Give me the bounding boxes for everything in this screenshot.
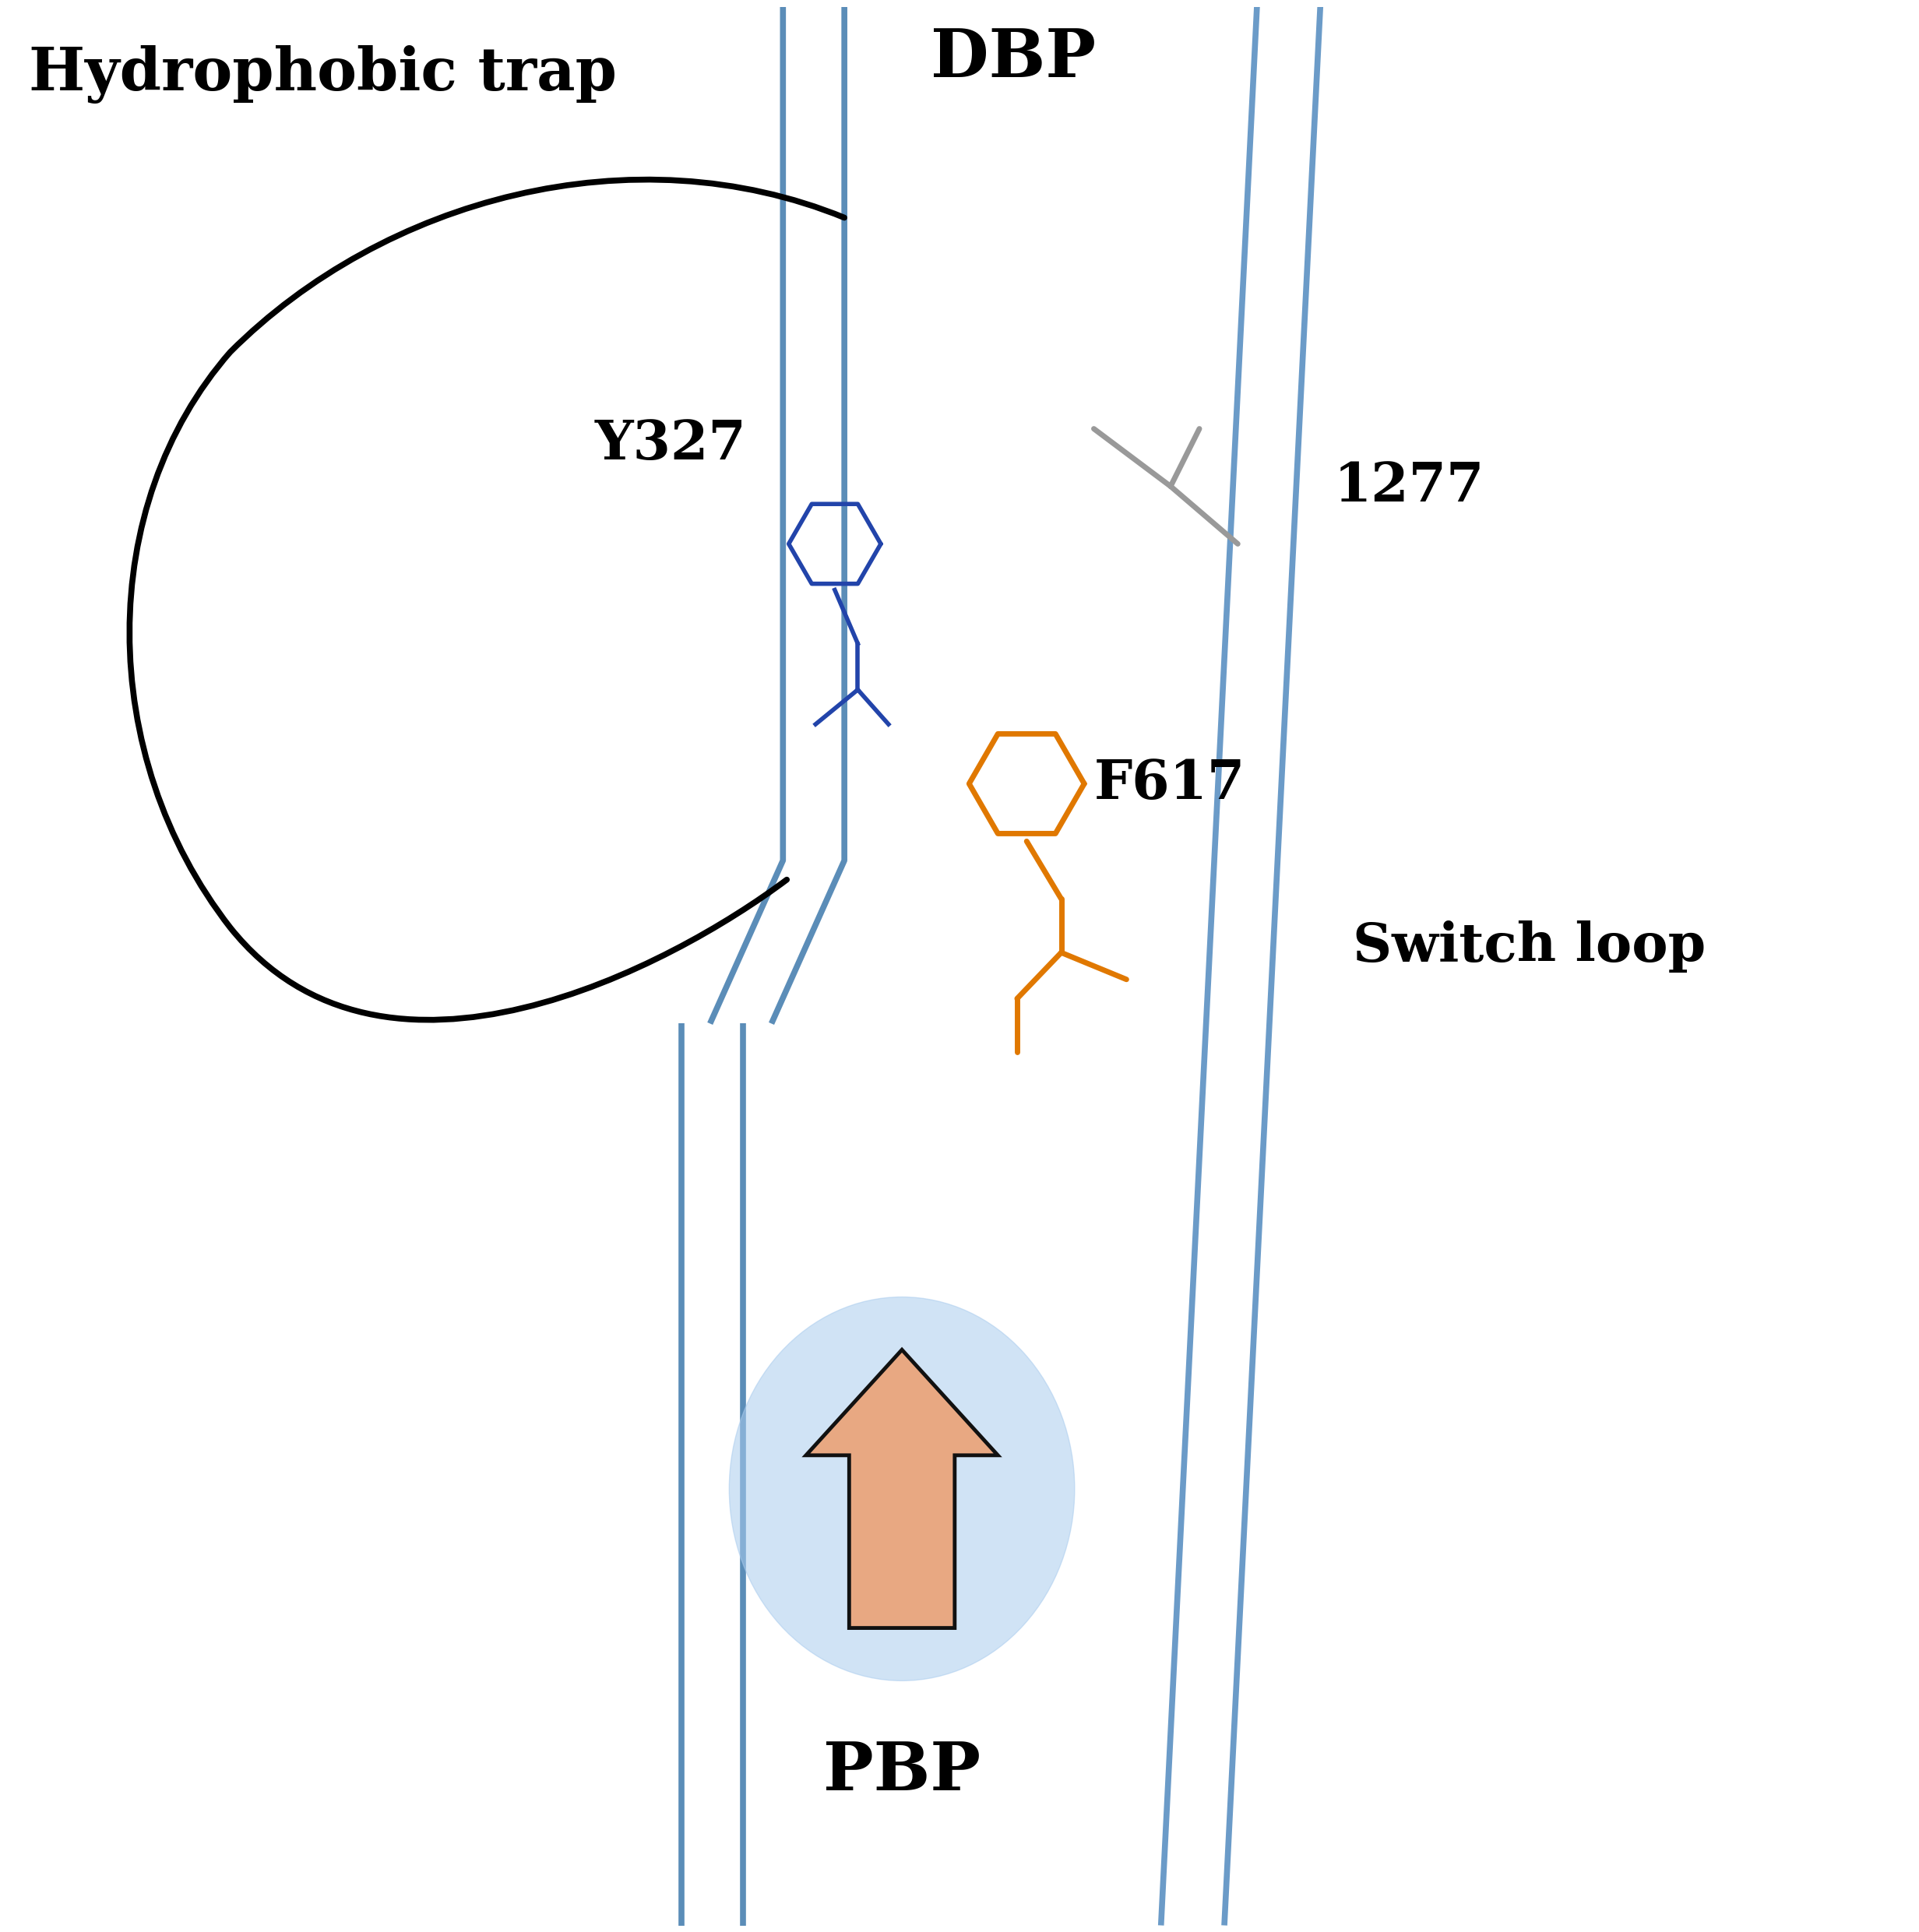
Text: F617: F617 — [1094, 757, 1245, 810]
Text: Switch loop: Switch loop — [1353, 922, 1706, 974]
Text: Hydrophobic trap: Hydrophobic trap — [29, 44, 616, 104]
Text: Y327: Y327 — [595, 417, 746, 469]
Ellipse shape — [729, 1296, 1075, 1681]
Text: DBP: DBP — [931, 25, 1096, 91]
FancyArrow shape — [806, 1350, 998, 1629]
Text: 1277: 1277 — [1334, 460, 1483, 512]
Text: PBP: PBP — [823, 1739, 981, 1804]
